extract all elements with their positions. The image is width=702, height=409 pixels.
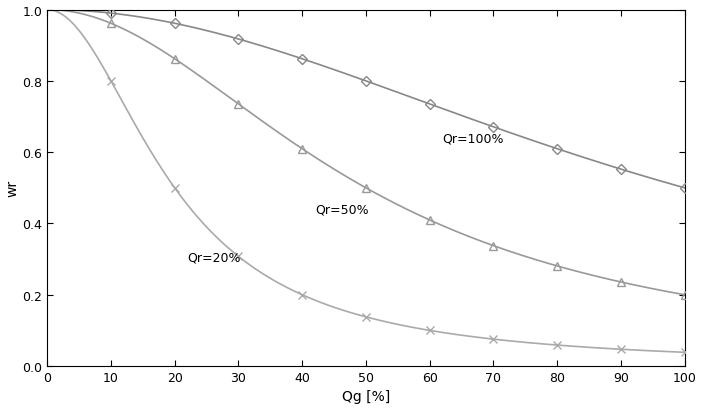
Text: Qr=20%: Qr=20% <box>187 251 241 264</box>
Text: Qr=50%: Qr=50% <box>315 203 369 216</box>
X-axis label: Qg [%]: Qg [%] <box>342 389 390 403</box>
Text: Qr=100%: Qr=100% <box>442 132 504 145</box>
Y-axis label: wr: wr <box>6 180 20 197</box>
